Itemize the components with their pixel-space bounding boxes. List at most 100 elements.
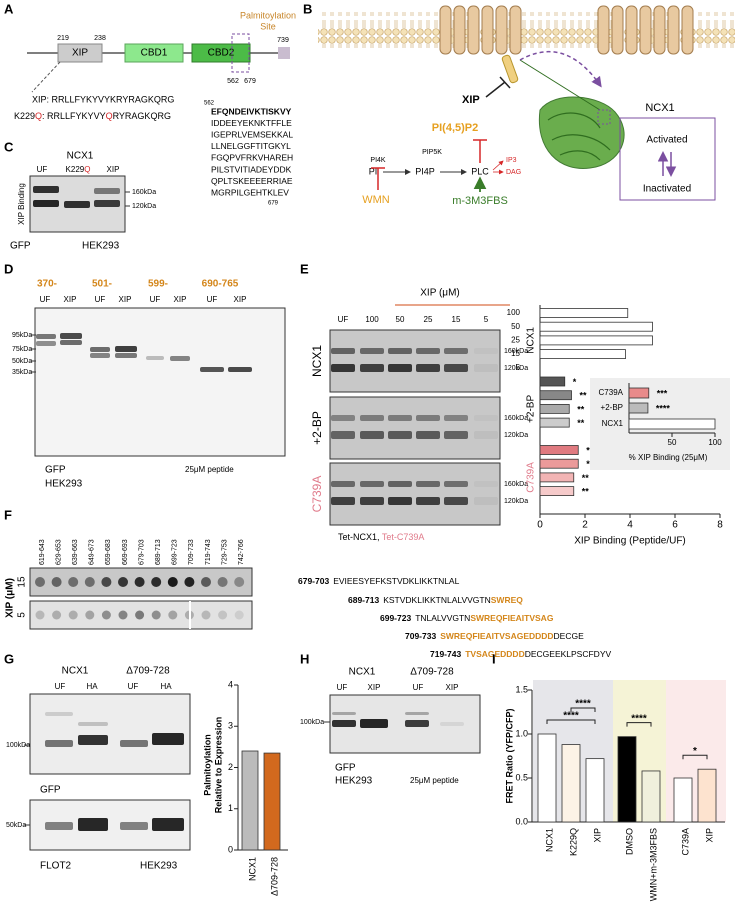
label-part: Q [106, 111, 113, 121]
blot-band [474, 497, 498, 505]
blot-band [360, 497, 384, 505]
helix [453, 5, 466, 55]
sequence-part: EVIEESYEFKSTVDKLIKKTNLAL [333, 576, 459, 586]
blot-band [444, 364, 468, 372]
label: 742-766 [238, 539, 245, 565]
dot [134, 577, 145, 587]
label: MGRPILGEHTKLEV [211, 187, 289, 197]
x-tick-label: 50 [668, 438, 677, 447]
sequence-part: SWREQ [491, 595, 524, 605]
sequence-line: 689-713 KSTVDKLIKKTNLALVVGTNSWREQ [348, 595, 523, 605]
bracket [570, 707, 596, 712]
label: 100kDa [300, 719, 324, 726]
sequence-part: 679-703 [298, 576, 329, 586]
dot [35, 610, 45, 620]
label-part: Q [84, 165, 90, 174]
label: K229Q: RRLLFYKYVYQRYRAGKQRG [14, 111, 171, 121]
bar [628, 418, 716, 430]
label: XIP (μM) [5, 578, 16, 618]
state-box [619, 117, 716, 201]
label: 690-765 [202, 279, 239, 290]
blot-band [405, 712, 429, 715]
y-tick-label: NCX1 [602, 419, 624, 428]
label: 160kDa [132, 189, 156, 196]
bar [641, 770, 661, 823]
blot-band [228, 367, 252, 372]
label: WMN [362, 194, 390, 206]
dot [135, 610, 145, 620]
bar [561, 744, 581, 823]
blot-band [78, 735, 108, 745]
significance: **** [575, 699, 591, 710]
bar [617, 736, 637, 823]
blot-band [78, 722, 108, 726]
label: XIP Binding [17, 183, 26, 225]
y-tick-label: 1.5 [515, 684, 528, 694]
label: 160kDa [504, 481, 528, 488]
blot-band [45, 822, 73, 830]
blot-band [416, 348, 440, 354]
blot-band [388, 497, 412, 505]
y-tick-label: 0.0 [515, 816, 528, 826]
helix [481, 5, 494, 55]
blot-band [444, 431, 468, 439]
label: 120kDa [132, 203, 156, 210]
label: HA [160, 682, 172, 691]
sequence-part: TNLALVVGTN [415, 613, 470, 623]
label: 120kDa [504, 365, 528, 372]
label: HA [86, 682, 98, 691]
dot [85, 610, 95, 620]
label: GFP [335, 763, 356, 774]
label: 562 [204, 101, 215, 107]
label: UF [37, 165, 48, 174]
blot-band [360, 415, 384, 421]
label: CBD1 [141, 48, 168, 59]
dot [217, 577, 228, 587]
blot-band [170, 356, 190, 361]
label: m-3M3FBS [452, 195, 508, 207]
label: XIP [72, 48, 88, 59]
label: XIP [234, 295, 247, 304]
label: 15 [17, 576, 28, 588]
label: HEK293 [45, 479, 83, 490]
blot-band [45, 740, 73, 747]
label: QPLTSKEEEERRIAE [211, 176, 293, 186]
panel-label: F [4, 507, 12, 522]
axis-title: Relative to Expression [213, 717, 223, 814]
blot-band [152, 818, 184, 831]
y-tick-label: 4 [228, 679, 233, 689]
dot [184, 577, 195, 587]
legend-label: NCX1 [526, 327, 537, 354]
dot [118, 610, 128, 620]
label: 739 [277, 37, 289, 44]
label: HEK293 [335, 776, 373, 787]
blot-band [360, 431, 384, 439]
blot-band [331, 415, 355, 421]
label: 120kDa [504, 432, 528, 439]
x-tick-label: XIP [592, 828, 602, 843]
blot-band [94, 200, 120, 207]
label-part: : RRLLFYKYVY [42, 111, 106, 121]
y-tick-label: +2-BP [601, 403, 623, 412]
dot [151, 577, 162, 587]
blot-band [152, 733, 184, 745]
x-tick-label: 6 [672, 520, 678, 531]
dot [35, 577, 45, 587]
label: 50kDa [6, 822, 26, 829]
domain [191, 43, 251, 63]
significance: **** [563, 711, 579, 722]
label: XIP [174, 295, 187, 304]
blot-band [332, 712, 356, 715]
western-blot [329, 396, 501, 460]
x-tick-label: WMN+m-3M3FBS [648, 828, 658, 901]
line [31, 61, 61, 93]
label: PI [369, 166, 378, 176]
blot-band [474, 348, 498, 354]
region-box [231, 33, 250, 73]
panel-label: C [4, 139, 14, 154]
helix [495, 5, 508, 55]
protein [547, 112, 611, 161]
sequence-part: DECGEEKLPSCFDYV [525, 649, 612, 659]
label: 120kDa [504, 498, 528, 505]
